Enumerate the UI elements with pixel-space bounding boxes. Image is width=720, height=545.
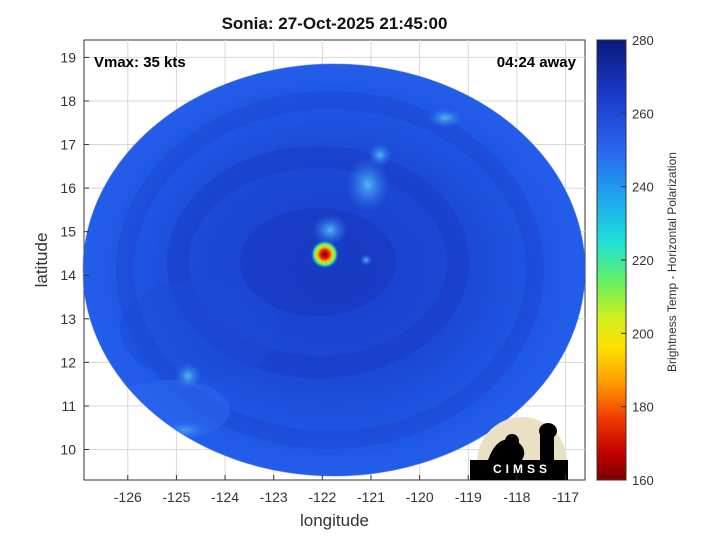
- y-tick-label: 12: [60, 354, 76, 370]
- y-tick-label: 19: [60, 49, 76, 65]
- y-tick-label: 16: [60, 180, 76, 196]
- x-tick-label: -124: [211, 489, 239, 505]
- x-axis: -126 -125 -124 -123 -122 -121 -120 -119 -118 -117: [114, 475, 579, 505]
- y-tick-label: 15: [60, 224, 76, 240]
- colorbar-ticks: 280 260 240 220 200 180 160: [621, 33, 654, 488]
- cimss-logo: [470, 417, 568, 480]
- x-tick-label: -122: [308, 489, 336, 505]
- x-tick-label: -120: [406, 489, 434, 505]
- colorbar-tick-label: 180: [632, 400, 654, 415]
- time-away-label: 04:24 away: [496, 54, 576, 71]
- vmax-label: Vmax: 35 kts: [94, 54, 186, 71]
- x-tick-label: -119: [455, 489, 482, 505]
- x-axis-label: longitude: [299, 511, 369, 530]
- colorbar-label: Brightness Temp - Horizontal Polarizatio…: [665, 152, 679, 372]
- x-tick-label: -125: [162, 489, 190, 505]
- y-tick-label: 17: [60, 137, 76, 153]
- colorbar-tick-label: 220: [632, 253, 654, 268]
- x-tick-label: -118: [503, 489, 530, 505]
- y-tick-label: 18: [60, 93, 76, 109]
- y-tick-label: 14: [60, 267, 76, 283]
- colorbar-tick-label: 160: [632, 473, 654, 488]
- storm-core: [310, 240, 339, 269]
- colorbar-tick-label: 280: [632, 33, 654, 48]
- logo-text: CIMSS: [492, 462, 551, 476]
- x-tick-label: -121: [357, 489, 385, 505]
- x-tick-label: -126: [114, 489, 142, 505]
- y-tick-label: 13: [60, 311, 76, 327]
- colorbar-tick-label: 260: [632, 106, 654, 121]
- colorbar-tick-label: 200: [632, 326, 654, 341]
- y-tick-label: 11: [61, 398, 76, 414]
- swath-image: [84, 64, 585, 476]
- y-axis-label: latitude: [32, 232, 51, 288]
- y-tick-label: 10: [60, 442, 76, 458]
- y-axis: 19 18 17 16 15 14 13 12 11 10: [60, 49, 89, 458]
- colorbar-tick-label: 240: [632, 180, 654, 195]
- x-tick-label: -123: [260, 489, 288, 505]
- x-tick-label: -117: [552, 489, 579, 505]
- map-title: Sonia: 27-Oct-2025 21:45:00: [221, 14, 448, 33]
